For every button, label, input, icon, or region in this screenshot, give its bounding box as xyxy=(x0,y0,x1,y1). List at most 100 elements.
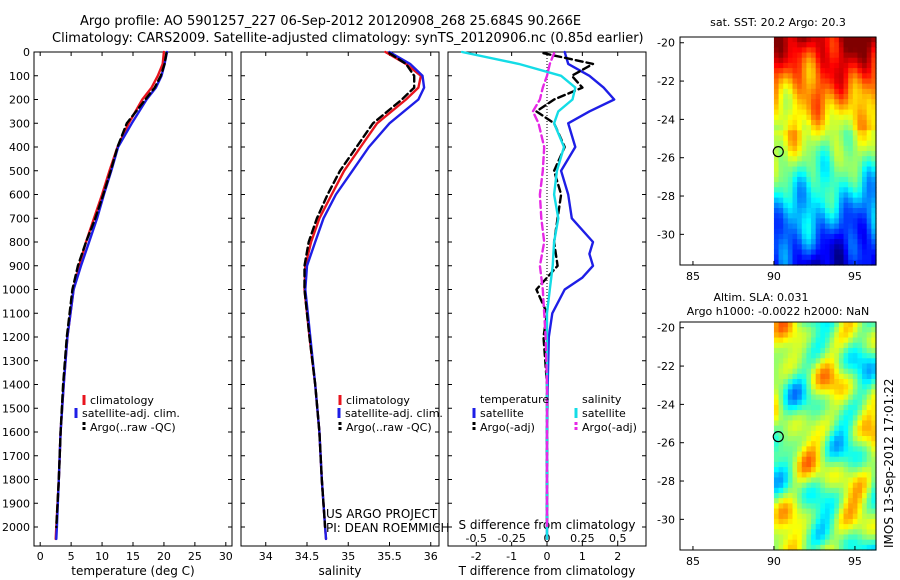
map-cell xyxy=(820,161,826,168)
map-cell xyxy=(801,498,808,504)
map-cell xyxy=(792,503,798,510)
map-cell xyxy=(824,472,831,479)
map-cell xyxy=(811,353,817,359)
map-cell xyxy=(811,332,817,339)
legend-label: Argo(-adj) xyxy=(582,421,637,434)
map-cell xyxy=(871,176,877,183)
map-cell xyxy=(820,197,826,204)
map-cell xyxy=(815,342,821,349)
map-cell xyxy=(848,161,854,168)
map-cell xyxy=(871,202,877,209)
map-cell xyxy=(862,94,868,100)
map-cell xyxy=(834,187,840,194)
map-cell xyxy=(806,145,812,152)
map-cell xyxy=(783,47,789,54)
map-cell xyxy=(843,399,849,406)
map-cell xyxy=(815,104,821,111)
map-cell xyxy=(773,327,780,333)
map-cell xyxy=(824,544,831,551)
map-cell xyxy=(852,166,859,173)
map-cell xyxy=(834,109,840,116)
map-cell xyxy=(829,467,835,473)
map-cell xyxy=(797,518,803,525)
map-cell xyxy=(834,498,840,504)
map-cell xyxy=(857,202,863,209)
map-cell xyxy=(857,487,863,494)
map-cell xyxy=(815,119,821,126)
map-cell xyxy=(834,379,840,385)
map-cell xyxy=(848,223,854,230)
map-cell xyxy=(820,151,826,157)
map-cell xyxy=(838,104,845,111)
temperature-panel: 0100200300400500600700800900100011001200… xyxy=(2,46,233,578)
map-cell xyxy=(792,239,798,245)
map-cell xyxy=(783,145,789,152)
map-cell xyxy=(824,202,831,209)
map-cell xyxy=(820,52,826,59)
x-tick-label: 34 xyxy=(259,550,273,563)
map-cell xyxy=(811,151,817,157)
map-cell xyxy=(797,176,803,183)
map-cell xyxy=(797,446,803,453)
map-cell xyxy=(797,477,803,484)
map-cell xyxy=(852,425,859,432)
map-cell xyxy=(787,544,794,551)
map-cell xyxy=(829,228,835,235)
map-y-tick-label: -24 xyxy=(657,113,675,126)
map-cell xyxy=(848,518,854,525)
map-cell xyxy=(871,249,877,256)
difference-panel: -2 -1 0 1 2T difference from climatology-0.5… xyxy=(447,50,647,578)
map-cell xyxy=(829,244,835,251)
series-line xyxy=(55,50,169,541)
map-cell xyxy=(801,99,808,105)
map-cell xyxy=(829,109,835,116)
map-cell xyxy=(783,57,789,64)
map-cell xyxy=(811,544,817,551)
map-cell xyxy=(787,415,794,422)
map-cell xyxy=(811,389,817,396)
map-cell xyxy=(848,544,854,551)
map-cell xyxy=(838,233,845,240)
map-cell xyxy=(797,208,803,214)
map-cell xyxy=(820,192,826,199)
map-cell xyxy=(792,244,798,251)
map-cell xyxy=(838,477,845,484)
map-cell xyxy=(824,327,831,333)
map-cell xyxy=(852,436,859,442)
map-cell xyxy=(778,52,784,59)
map-cell xyxy=(787,363,794,370)
map-cell xyxy=(866,244,872,251)
map-cell xyxy=(857,524,863,530)
map-cell xyxy=(787,99,794,105)
map-cell xyxy=(797,482,803,489)
map-cell xyxy=(829,451,835,458)
map-cell xyxy=(857,399,863,406)
map-cell xyxy=(801,88,808,95)
map-cell xyxy=(843,47,849,54)
map-cell xyxy=(783,430,789,437)
map-cell xyxy=(843,119,849,126)
map-cell xyxy=(820,213,826,219)
map-cell xyxy=(811,52,817,59)
map-cell xyxy=(773,420,780,427)
map-cell xyxy=(862,399,868,406)
map-cell xyxy=(773,104,780,111)
map-cell xyxy=(871,78,877,85)
map-cell xyxy=(797,544,803,551)
map-cell xyxy=(783,249,789,256)
map-cell xyxy=(838,498,845,504)
map-cell xyxy=(862,125,868,131)
map-cell xyxy=(824,487,831,494)
map-cell xyxy=(862,472,868,479)
map-cell xyxy=(829,539,835,546)
map-cell xyxy=(806,140,812,147)
map-cell xyxy=(857,513,863,520)
map-cell xyxy=(834,508,840,515)
map-cell xyxy=(866,151,872,157)
map-cell xyxy=(811,99,817,105)
map-cell xyxy=(778,171,784,178)
map-cell xyxy=(838,487,845,494)
map-cell xyxy=(783,171,789,178)
map-cell xyxy=(866,529,872,536)
map-cell xyxy=(811,477,817,484)
